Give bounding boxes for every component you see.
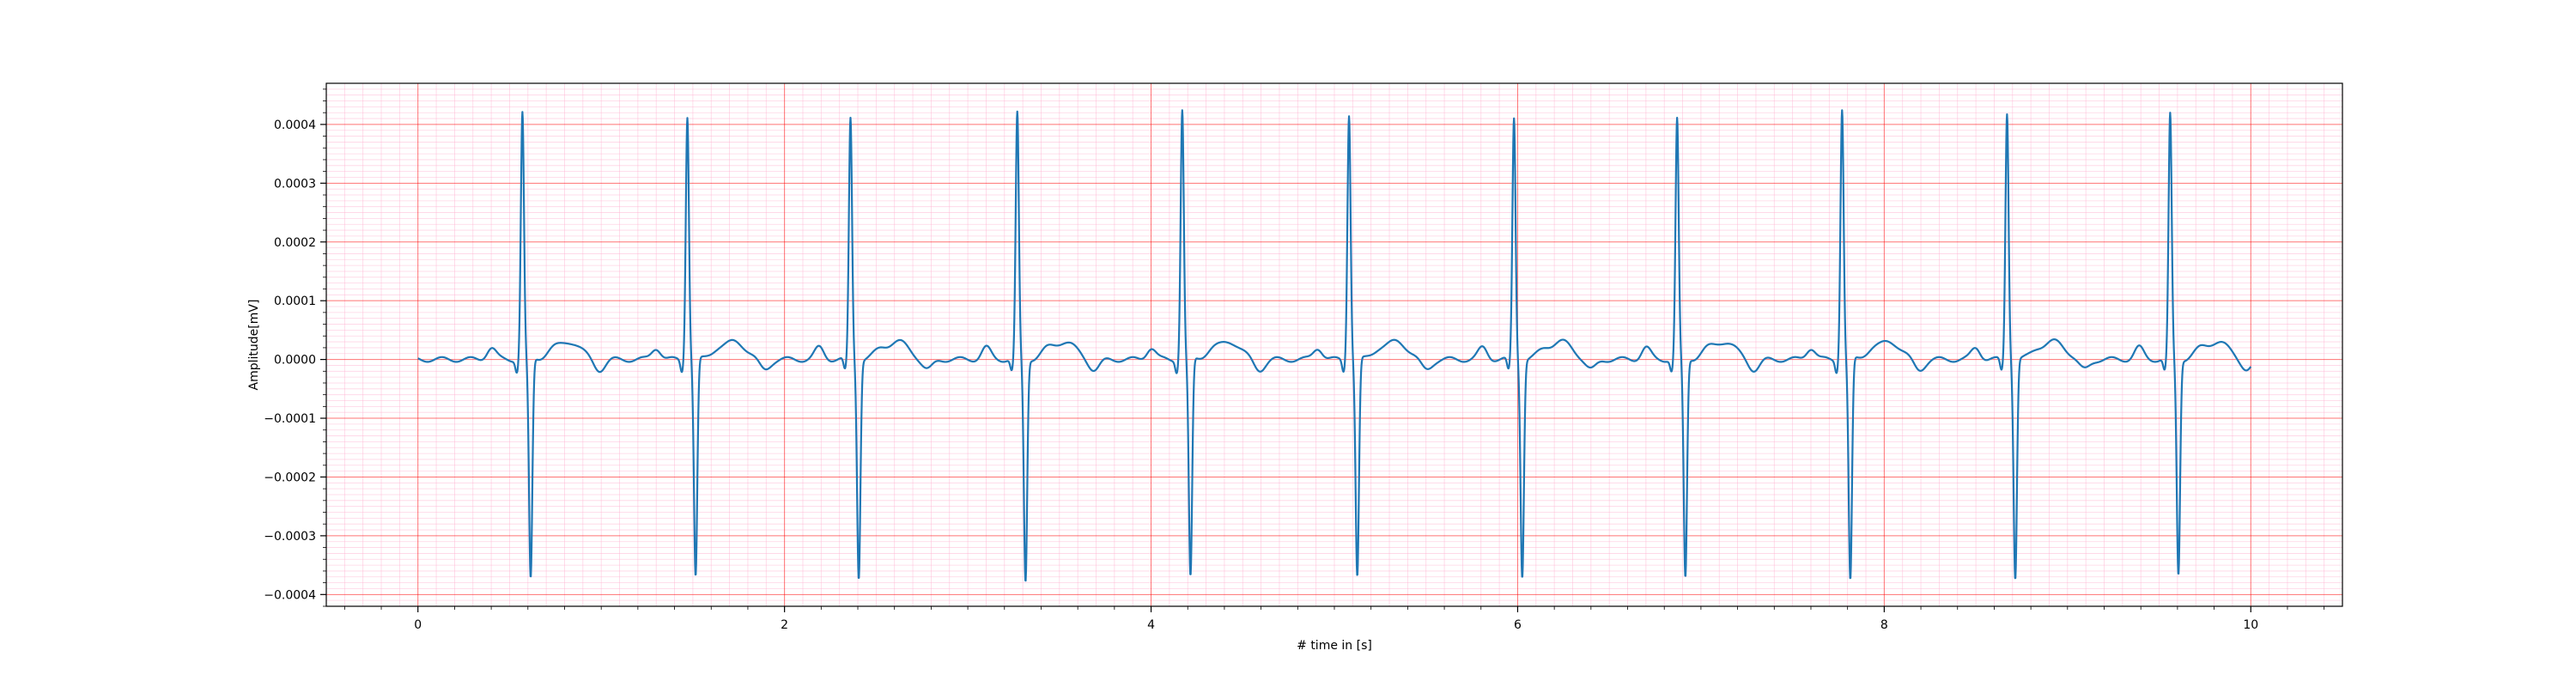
x-tick-label: 2 <box>781 618 788 632</box>
x-tick-label: 0 <box>414 618 422 632</box>
y-tick-label: 0.0001 <box>274 295 316 308</box>
x-tick-label: 4 <box>1147 618 1155 632</box>
y-tick-label: 0.0002 <box>274 236 316 250</box>
y-axis-label: Amplitude[mV] <box>247 300 261 391</box>
y-axis-ticks: −0.0004 −0.0003 −0.0002 −0.0001 0.0000 0.0001… <box>264 88 326 607</box>
y-tick-label: −0.0004 <box>264 588 316 602</box>
y-tick-label: −0.0003 <box>264 530 316 544</box>
minor-grid <box>326 82 2342 607</box>
y-tick-label: −0.0002 <box>264 471 316 484</box>
ecg-series-line <box>417 109 2252 582</box>
x-tick-label: 6 <box>1514 618 1522 632</box>
y-tick-label: 0.0000 <box>274 354 316 368</box>
y-tick-label: 0.0004 <box>274 119 316 132</box>
x-axis-ticks: 0 2 4 6 8 10 <box>343 606 2325 632</box>
x-axis-label: # time in [s] <box>1297 639 1372 653</box>
x-tick-label: 10 <box>2243 618 2258 632</box>
y-tick-label: −0.0001 <box>264 412 316 426</box>
y-tick-label: 0.0003 <box>274 177 316 191</box>
x-tick-label: 8 <box>1880 618 1888 632</box>
